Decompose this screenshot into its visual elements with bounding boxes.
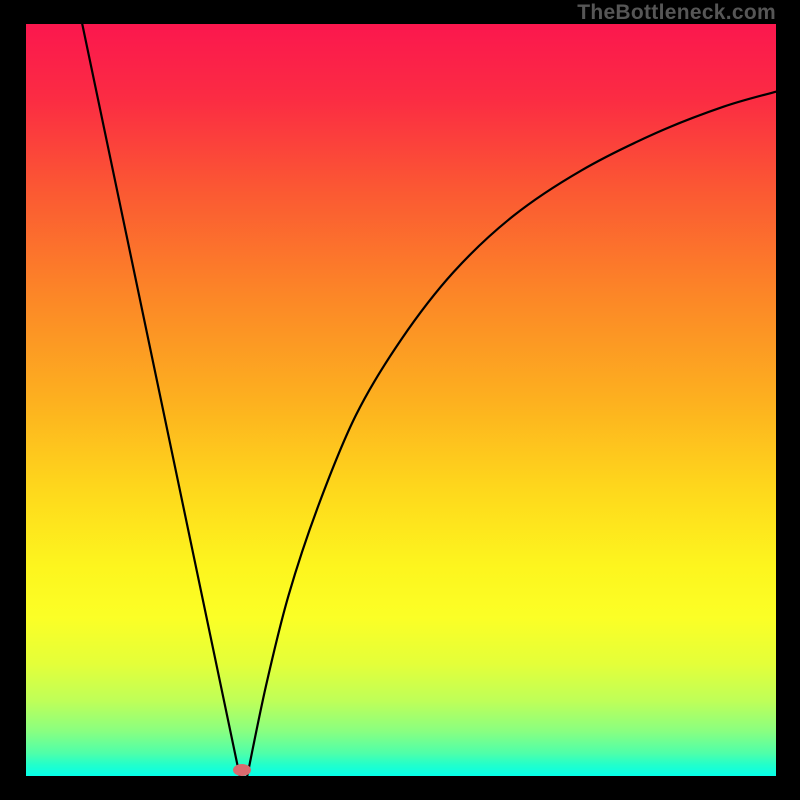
optimum-marker — [233, 764, 251, 776]
bottleneck-curve-chart — [0, 0, 800, 800]
chart-container: TheBottleneck.com — [0, 0, 800, 800]
plot-area — [26, 24, 776, 776]
watermark-text: TheBottleneck.com — [577, 1, 776, 25]
